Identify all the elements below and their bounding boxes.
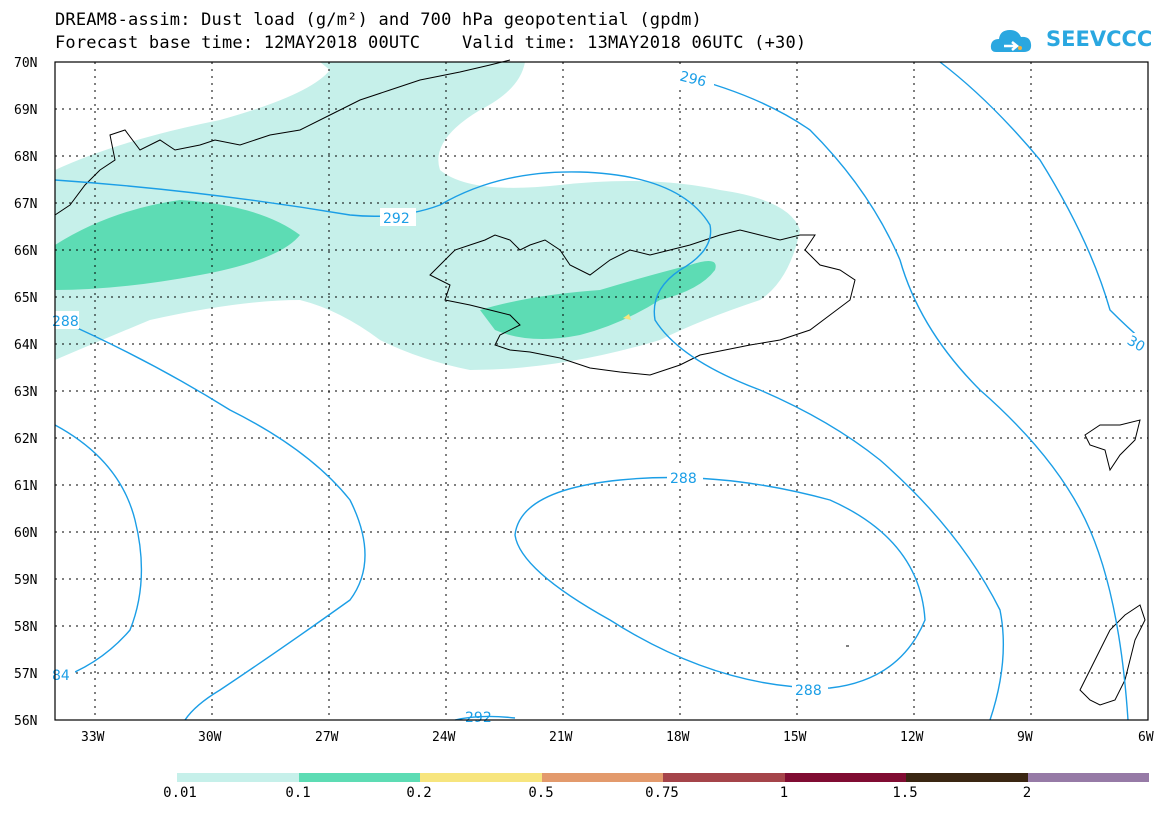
contour-label: 84	[52, 668, 70, 684]
svg-text:15W: 15W	[783, 730, 807, 745]
colorbar-tick-label: 0.5	[528, 785, 554, 801]
colorbar-tick-label: 0.75	[645, 785, 679, 801]
colorbar-tick-label: 0.1	[285, 785, 311, 801]
dust-area-medium-iceland	[480, 261, 716, 339]
colorbar-tick-label: 0.2	[406, 785, 432, 801]
svg-text:58N: 58N	[14, 620, 37, 635]
colorbar-swatch	[541, 773, 663, 782]
svg-text:30W: 30W	[198, 730, 222, 745]
svg-text:9W: 9W	[1017, 730, 1033, 745]
colorbar-tick-label: 1	[779, 785, 789, 801]
contour-label: 288	[52, 314, 79, 330]
contour-label: 296	[678, 69, 708, 91]
colorbar-swatch	[420, 773, 542, 782]
cloud-icon	[990, 30, 1032, 52]
svg-text:69N: 69N	[14, 103, 37, 118]
svg-text:65N: 65N	[14, 291, 37, 306]
map-frame	[54, 61, 1149, 721]
colorbar-tick-label: 1.5	[892, 785, 918, 801]
contour-label: 288	[670, 471, 697, 487]
svg-text:24W: 24W	[432, 730, 456, 745]
colorbar-swatch	[298, 773, 420, 782]
svg-text:64N: 64N	[14, 338, 37, 353]
svg-text:66N: 66N	[14, 244, 37, 259]
svg-text:18W: 18W	[666, 730, 690, 745]
contour-label: 288	[795, 683, 822, 699]
svg-text:63N: 63N	[14, 385, 37, 400]
longitude-labels: 33W 30W 27W 24W 21W 18W 15W 12W 9W 6W	[81, 730, 1154, 745]
svg-text:67N: 67N	[14, 197, 37, 212]
contour-label: 292	[383, 211, 410, 227]
colorbar-tick-label: 2	[1022, 785, 1032, 801]
coastlines	[54, 59, 1146, 706]
grid-lines	[55, 62, 1148, 720]
svg-text:68N: 68N	[14, 150, 37, 165]
latitude-labels: 70N 69N 68N 67N 66N 65N 64N 63N 62N 61N …	[14, 56, 37, 729]
svg-text:33W: 33W	[81, 730, 105, 745]
svg-text:57N: 57N	[14, 667, 37, 682]
svg-text:59N: 59N	[14, 573, 37, 588]
svg-text:6W: 6W	[1138, 730, 1154, 745]
dust-area-medium-west	[55, 200, 300, 290]
contour-label: 30	[1124, 333, 1147, 356]
colorbar-swatch	[906, 773, 1028, 782]
map-title-line1: DREAM8-assim: Dust load (g/m²) and 700 h…	[55, 10, 702, 30]
svg-text:62N: 62N	[14, 432, 37, 447]
svg-text:60N: 60N	[14, 526, 37, 541]
svg-text:70N: 70N	[14, 56, 37, 71]
dust-area-high-spot	[623, 314, 631, 320]
svg-text:56N: 56N	[14, 714, 37, 729]
geopotential-contours	[54, 61, 1149, 721]
svg-text:21W: 21W	[549, 730, 573, 745]
colorbar-swatch	[177, 773, 299, 782]
colorbar-swatch	[1027, 773, 1149, 782]
colorbar-swatch	[663, 773, 785, 782]
colorbar-tick-label: 0.01	[163, 785, 197, 801]
svg-text:61N: 61N	[14, 479, 37, 494]
contour-labels: 296 292 288 288 288 84 30 292	[52, 68, 1148, 726]
logo-text: SEEVCCC	[1046, 27, 1153, 51]
colorbar	[177, 773, 1149, 782]
map-title-line2: Forecast base time: 12MAY2018 00UTC Vali…	[55, 33, 807, 53]
svg-text:27W: 27W	[315, 730, 339, 745]
svg-text:12W: 12W	[900, 730, 924, 745]
contour-label: 292	[465, 710, 492, 726]
colorbar-swatch	[784, 773, 906, 782]
